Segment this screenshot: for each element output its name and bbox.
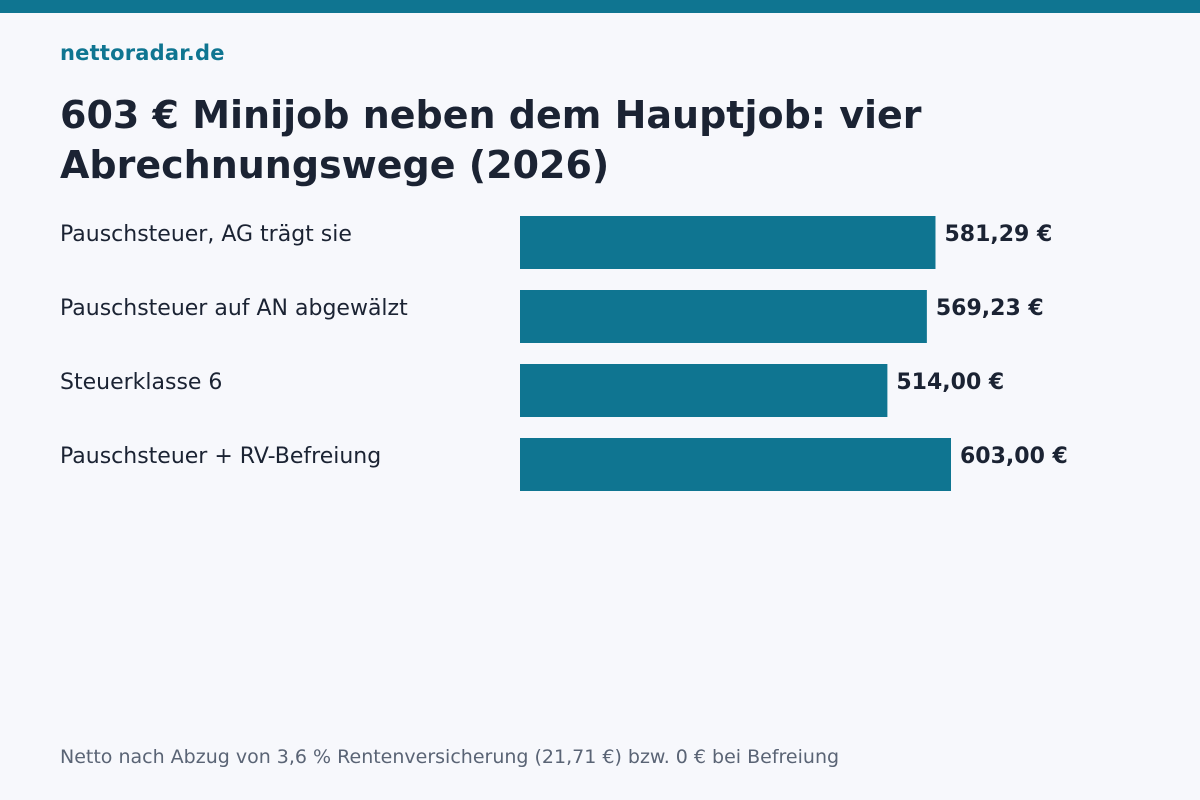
bar [520, 438, 951, 491]
category-label: Pauschsteuer + RV-Befreiung [60, 444, 381, 469]
bar [520, 364, 888, 417]
bar [520, 216, 936, 269]
value-label: 514,00 € [896, 370, 1004, 395]
value-label: 569,23 € [936, 296, 1044, 321]
chart-title: 603 € Minijob neben dem Hauptjob: vier A… [60, 93, 922, 187]
value-label: 581,29 € [944, 222, 1052, 247]
category-label: Pauschsteuer, AG trägt sie [60, 222, 352, 247]
category-label: Pauschsteuer auf AN abgewälzt [60, 296, 408, 321]
bar [520, 290, 927, 343]
top-accent-bar [0, 0, 1200, 13]
footnote: Netto nach Abzug von 3,6 % Rentenversich… [60, 746, 840, 768]
category-label: Steuerklasse 6 [60, 370, 222, 395]
site-name: nettoradar.de [60, 41, 225, 65]
value-label: 603,00 € [960, 444, 1068, 469]
